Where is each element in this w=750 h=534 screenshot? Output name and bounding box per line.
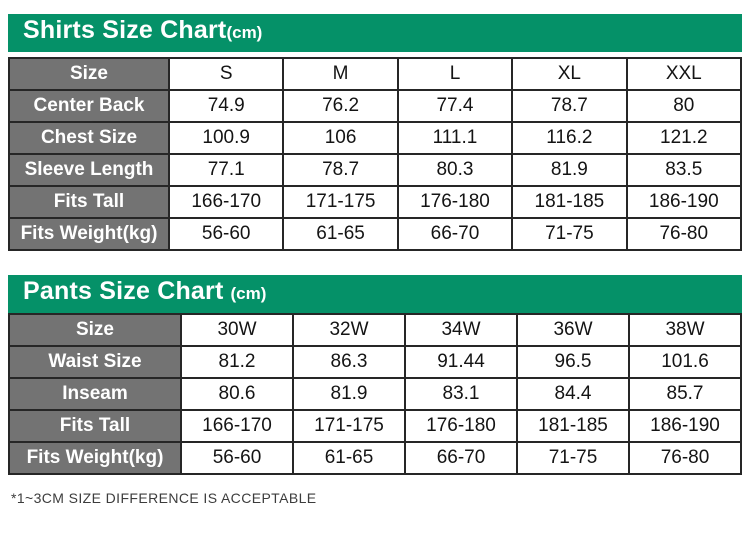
value-cell: 83.1 xyxy=(404,377,518,411)
row-label-cell: Sleeve Length xyxy=(8,153,170,187)
value-cell: 171-175 xyxy=(282,185,399,219)
pants-chart-unit-label: (cm) xyxy=(230,284,267,303)
table-row: Inseam 80.6 81.9 83.1 84.4 85.7 xyxy=(8,377,742,411)
row-label-cell: Fits Tall xyxy=(8,409,182,443)
value-cell: 78.7 xyxy=(282,153,399,187)
value-cell: 106 xyxy=(282,121,399,155)
pants-size-chart-section: Pants Size Chart (cm) Size 30W 32W 34W 36W 38W… xyxy=(8,275,742,475)
shirts-size-table: Size S M L XL XXL Center Back 74.9 76.2 77.4 78.7 8… xyxy=(8,57,743,251)
value-cell: 181-185 xyxy=(516,409,630,443)
value-cell: 77.1 xyxy=(167,153,285,187)
row-label-cell: Waist Size xyxy=(8,345,182,379)
pants-size-table: Size 30W 32W 34W 36W 38W Waist Size 81.2 86.3 91.… xyxy=(8,313,742,475)
row-label-cell: Chest Size xyxy=(8,121,170,155)
value-cell: 66-70 xyxy=(396,217,514,251)
shirts-chart-title: Shirts Size Chart xyxy=(23,16,227,44)
column-header-cell: S xyxy=(167,57,285,91)
value-cell: 78.7 xyxy=(511,89,628,123)
table-row: Sleeve Length 77.1 78.7 80.3 81.9 83.5 xyxy=(8,153,743,187)
value-cell: 121.2 xyxy=(625,121,743,155)
value-cell: 96.5 xyxy=(516,345,630,379)
table-header-row: Size S M L XL XXL xyxy=(8,57,743,91)
pants-chart-title: Pants Size Chart xyxy=(23,277,224,305)
footer-note: *1~3CM SIZE DIFFERENCE IS ACCEPTABLE xyxy=(11,490,317,506)
value-cell: 171-175 xyxy=(292,409,406,443)
value-cell: 100.9 xyxy=(167,121,285,155)
column-header-cell: XXL xyxy=(625,57,743,91)
value-cell: 111.1 xyxy=(396,121,514,155)
value-cell: 80 xyxy=(625,89,743,123)
value-cell: 74.9 xyxy=(167,89,285,123)
shirts-size-chart-section: Shirts Size Chart(cm) Size S M L XL XXL Center… xyxy=(8,14,743,251)
column-header-cell: 32W xyxy=(292,313,406,347)
shirts-chart-unit-label: (cm) xyxy=(226,23,263,42)
column-header-cell: 30W xyxy=(180,313,294,347)
table-row: Center Back 74.9 76.2 77.4 78.7 80 xyxy=(8,89,743,123)
shirts-chart-title-bar: Shirts Size Chart(cm) xyxy=(8,14,742,52)
row-label-cell: Center Back xyxy=(8,89,170,123)
value-cell: 176-180 xyxy=(404,409,518,443)
row-label-cell: Size xyxy=(8,57,170,91)
value-cell: 81.9 xyxy=(511,153,628,187)
value-cell: 76-80 xyxy=(628,441,742,475)
value-cell: 71-75 xyxy=(511,217,628,251)
value-cell: 61-65 xyxy=(282,217,399,251)
value-cell: 81.9 xyxy=(292,377,406,411)
value-cell: 80.3 xyxy=(396,153,514,187)
row-label-cell: Fits Tall xyxy=(8,185,170,219)
value-cell: 56-60 xyxy=(167,217,285,251)
value-cell: 186-190 xyxy=(625,185,743,219)
row-label-cell: Size xyxy=(8,313,182,347)
value-cell: 66-70 xyxy=(404,441,518,475)
table-row: Fits Weight(kg) 56-60 61-65 66-70 71-75 76-80 xyxy=(8,217,743,251)
table-header-row: Size 30W 32W 34W 36W 38W xyxy=(8,313,742,347)
column-header-cell: 36W xyxy=(516,313,630,347)
value-cell: 116.2 xyxy=(511,121,628,155)
table-row: Fits Weight(kg) 56-60 61-65 66-70 71-75 76-80 xyxy=(8,441,742,475)
row-label-cell: Inseam xyxy=(8,377,182,411)
value-cell: 86.3 xyxy=(292,345,406,379)
value-cell: 83.5 xyxy=(625,153,743,187)
size-chart-page: Shirts Size Chart(cm) Size S M L XL XXL Center… xyxy=(8,14,743,506)
row-label-cell: Fits Weight(kg) xyxy=(8,217,170,251)
value-cell: 166-170 xyxy=(180,409,294,443)
column-header-cell: XL xyxy=(511,57,628,91)
value-cell: 71-75 xyxy=(516,441,630,475)
value-cell: 101.6 xyxy=(628,345,742,379)
value-cell: 76.2 xyxy=(282,89,399,123)
table-row: Waist Size 81.2 86.3 91.44 96.5 101.6 xyxy=(8,345,742,379)
table-row: Fits Tall 166-170 171-175 176-180 181-185 186… xyxy=(8,409,742,443)
value-cell: 76-80 xyxy=(625,217,743,251)
value-cell: 176-180 xyxy=(396,185,514,219)
column-header-cell: 34W xyxy=(404,313,518,347)
column-header-cell: M xyxy=(282,57,399,91)
value-cell: 80.6 xyxy=(180,377,294,411)
table-row: Fits Tall 166-170 171-175 176-180 181-185 186… xyxy=(8,185,743,219)
value-cell: 61-65 xyxy=(292,441,406,475)
pants-chart-title-bar: Pants Size Chart (cm) xyxy=(8,275,742,313)
value-cell: 91.44 xyxy=(404,345,518,379)
value-cell: 84.4 xyxy=(516,377,630,411)
column-header-cell: 38W xyxy=(628,313,742,347)
row-label-cell: Fits Weight(kg) xyxy=(8,441,182,475)
value-cell: 56-60 xyxy=(180,441,294,475)
value-cell: 85.7 xyxy=(628,377,742,411)
value-cell: 81.2 xyxy=(180,345,294,379)
value-cell: 166-170 xyxy=(167,185,285,219)
column-header-cell: L xyxy=(396,57,514,91)
value-cell: 186-190 xyxy=(628,409,742,443)
table-row: Chest Size 100.9 106 111.1 116.2 121.2 xyxy=(8,121,743,155)
value-cell: 77.4 xyxy=(396,89,514,123)
value-cell: 181-185 xyxy=(511,185,628,219)
